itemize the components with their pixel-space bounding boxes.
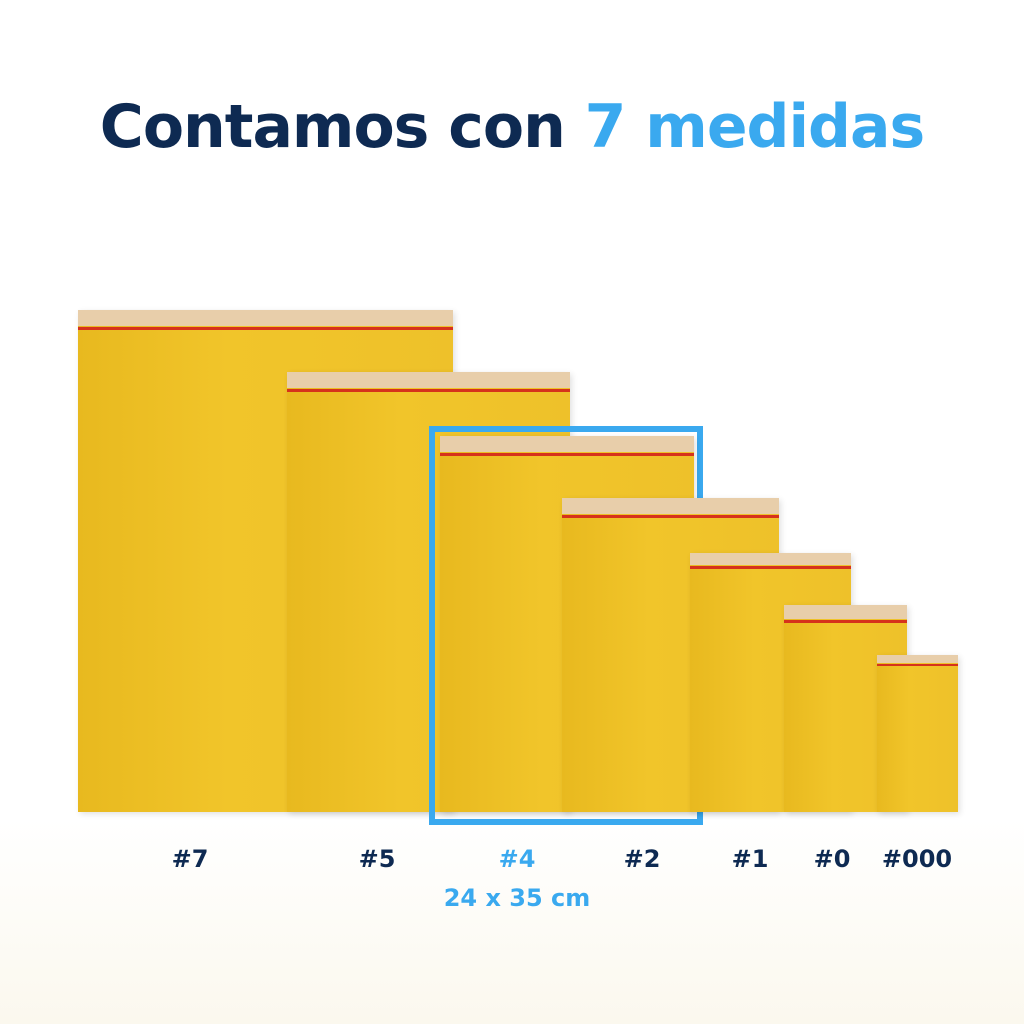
envelope-000 — [877, 655, 958, 812]
headline-accent: 7 medidas — [584, 92, 926, 162]
size-label-4: #4 — [498, 845, 536, 873]
headline-main: Contamos con — [99, 92, 585, 162]
size-label-000: #000 — [881, 845, 953, 873]
size-label-5: #5 — [358, 845, 396, 873]
size-label-1: #1 — [731, 845, 769, 873]
headline: Contamos con 7 medidas — [0, 92, 1024, 162]
size-label-0: #0 — [813, 845, 851, 873]
size-label-2: #2 — [623, 845, 661, 873]
size-4-dimensions: 24 x 35 cm — [443, 884, 591, 912]
size-label-7: #7 — [171, 845, 209, 873]
